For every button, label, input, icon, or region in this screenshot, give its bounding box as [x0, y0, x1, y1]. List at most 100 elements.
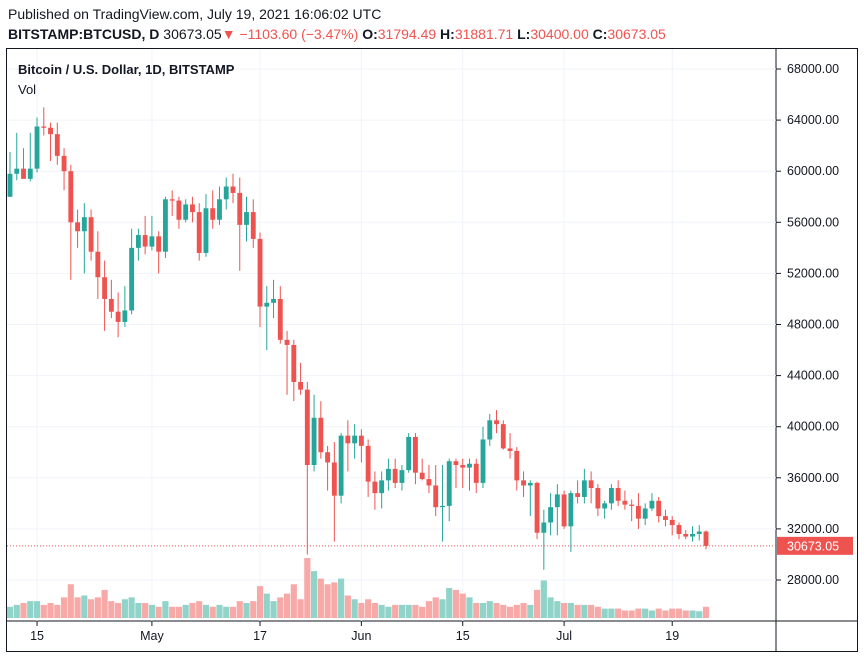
candle-body[interactable]: [190, 204, 195, 213]
candle-body[interactable]: [156, 236, 162, 252]
candle-body[interactable]: [467, 463, 472, 468]
candle-body[interactable]: [203, 208, 209, 253]
candle-body[interactable]: [487, 420, 493, 440]
candle-body[interactable]: [406, 436, 412, 471]
candle-body[interactable]: [521, 480, 526, 486]
candle-body[interactable]: [264, 302, 270, 307]
candle-body[interactable]: [460, 465, 466, 468]
candle-body[interactable]: [676, 525, 682, 535]
candle-body[interactable]: [217, 199, 222, 220]
candle-body[interactable]: [440, 505, 445, 508]
candle-body[interactable]: [54, 134, 60, 156]
candle-body[interactable]: [426, 479, 432, 486]
candle-body[interactable]: [696, 531, 702, 535]
candle-body[interactable]: [635, 505, 641, 519]
candle-body[interactable]: [34, 126, 40, 169]
candle-body[interactable]: [122, 310, 128, 322]
candle-body[interactable]: [534, 482, 540, 533]
candle-body[interactable]: [183, 204, 189, 220]
candle-body[interactable]: [345, 435, 351, 444]
candle-body[interactable]: [149, 236, 155, 247]
candle-body[interactable]: [169, 199, 175, 201]
candle-body[interactable]: [68, 171, 74, 223]
candle-body[interactable]: [608, 488, 614, 504]
candle-body[interactable]: [561, 494, 567, 527]
candle-body[interactable]: [480, 439, 486, 483]
candle-body[interactable]: [271, 298, 276, 303]
candle-body[interactable]: [277, 298, 283, 340]
candle-body[interactable]: [358, 435, 364, 446]
candle-body[interactable]: [108, 298, 114, 312]
candle-body[interactable]: [554, 494, 560, 508]
candle-body[interactable]: [142, 235, 148, 247]
candle-body[interactable]: [41, 126, 47, 128]
candle-body[interactable]: [642, 508, 648, 519]
candle-body[interactable]: [21, 168, 26, 179]
candle-body[interactable]: [237, 192, 243, 225]
candle-body[interactable]: [663, 516, 668, 520]
candle-body[interactable]: [615, 488, 621, 501]
candle-body[interactable]: [135, 235, 141, 248]
candle-body[interactable]: [372, 481, 378, 494]
candle-body[interactable]: [588, 480, 594, 489]
candle-body[interactable]: [683, 534, 689, 537]
candle-body[interactable]: [257, 238, 263, 307]
candle-body[interactable]: [419, 472, 425, 480]
candle-body[interactable]: [507, 448, 513, 451]
candle-body[interactable]: [291, 344, 297, 382]
chart-frame[interactable]: [6, 48, 858, 652]
candle-body[interactable]: [311, 417, 317, 466]
candle-body[interactable]: [527, 482, 533, 486]
candle-body[interactable]: [48, 127, 53, 135]
candle-body[interactable]: [196, 212, 202, 253]
candle-body[interactable]: [298, 381, 303, 390]
candle-body[interactable]: [703, 531, 709, 546]
candle-body[interactable]: [115, 311, 121, 322]
candle-body[interactable]: [433, 485, 439, 508]
candle-body[interactable]: [176, 200, 182, 220]
candle-body[interactable]: [379, 480, 385, 494]
candle-body[interactable]: [622, 500, 628, 505]
candle-body[interactable]: [514, 450, 520, 481]
candle-body[interactable]: [338, 435, 344, 496]
candle-body[interactable]: [230, 186, 236, 193]
candle-body[interactable]: [7, 173, 13, 197]
candle-body[interactable]: [385, 468, 391, 481]
candle-body[interactable]: [669, 519, 675, 526]
candle-body[interactable]: [304, 389, 310, 466]
candle-body[interactable]: [88, 217, 94, 252]
candle-body[interactable]: [541, 522, 547, 533]
candle-body[interactable]: [413, 436, 418, 473]
candle-body[interactable]: [602, 503, 608, 509]
candle-body[interactable]: [95, 251, 101, 278]
candle-body[interactable]: [102, 277, 108, 299]
candle-body[interactable]: [331, 462, 337, 496]
candle-body[interactable]: [649, 500, 655, 509]
candle-body[interactable]: [453, 461, 459, 466]
candle-body[interactable]: [14, 168, 20, 174]
candle-body[interactable]: [250, 212, 256, 239]
candle-body[interactable]: [494, 420, 499, 425]
candle-body[interactable]: [81, 217, 87, 232]
candle-body[interactable]: [446, 461, 452, 506]
candle-body[interactable]: [548, 507, 554, 523]
candle-body[interactable]: [500, 424, 506, 449]
candle-body[interactable]: [656, 500, 662, 517]
candle-body[interactable]: [162, 199, 168, 252]
candle-body[interactable]: [27, 168, 33, 179]
candle-body[interactable]: [690, 534, 695, 537]
candle-body[interactable]: [61, 155, 67, 172]
candle-body[interactable]: [392, 468, 398, 483]
candle-body[interactable]: [75, 222, 81, 232]
candle-body[interactable]: [210, 208, 216, 220]
candle-body[interactable]: [575, 493, 581, 497]
candle-body[interactable]: [318, 417, 324, 453]
candle-body[interactable]: [595, 488, 601, 509]
candle-body[interactable]: [223, 186, 229, 200]
candle-body[interactable]: [473, 463, 479, 483]
candle-body[interactable]: [352, 435, 358, 444]
candle-body[interactable]: [284, 339, 290, 345]
candle-body[interactable]: [399, 470, 405, 483]
candle-body[interactable]: [244, 212, 249, 225]
